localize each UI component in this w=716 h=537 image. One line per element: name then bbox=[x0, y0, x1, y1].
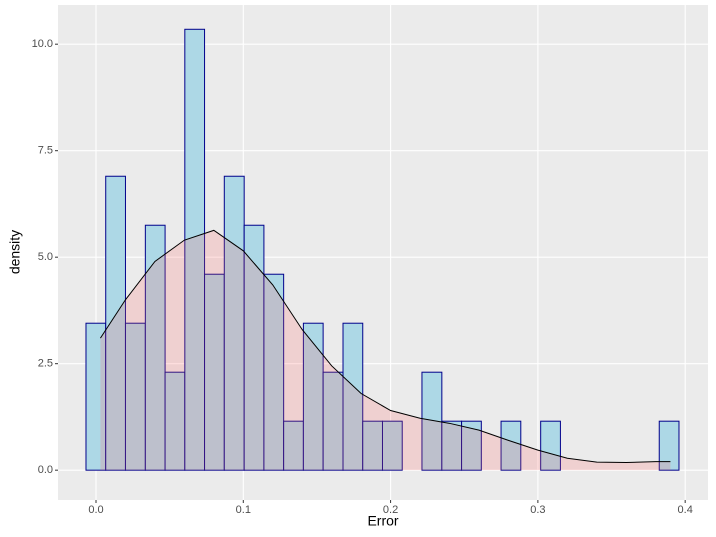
bar bbox=[461, 420, 482, 471]
y-tick-label: 0.0 bbox=[38, 464, 53, 476]
bar bbox=[144, 224, 166, 471]
y-tick-label: 10.0 bbox=[32, 38, 53, 50]
bar bbox=[263, 273, 285, 471]
x-tick-label: 0.4 bbox=[678, 504, 693, 516]
y-tick-label: 2.5 bbox=[38, 358, 53, 370]
x-tick-label: 0.3 bbox=[530, 504, 545, 516]
bar bbox=[500, 420, 522, 471]
x-tick-label: 0.2 bbox=[383, 504, 398, 516]
y-tick-label: 5.0 bbox=[38, 251, 53, 263]
bar bbox=[184, 28, 206, 471]
y-axis-title: density bbox=[7, 230, 23, 274]
bar bbox=[381, 420, 403, 471]
x-tick-label: 0.0 bbox=[88, 504, 103, 516]
bar bbox=[342, 322, 364, 471]
x-axis-title: Error bbox=[367, 513, 398, 529]
y-tick-label: 7.5 bbox=[38, 145, 53, 157]
bar bbox=[540, 420, 561, 471]
density-line bbox=[100, 229, 671, 464]
bar bbox=[658, 420, 680, 471]
x-tick-label: 0.1 bbox=[236, 504, 251, 516]
density-area bbox=[100, 230, 671, 471]
